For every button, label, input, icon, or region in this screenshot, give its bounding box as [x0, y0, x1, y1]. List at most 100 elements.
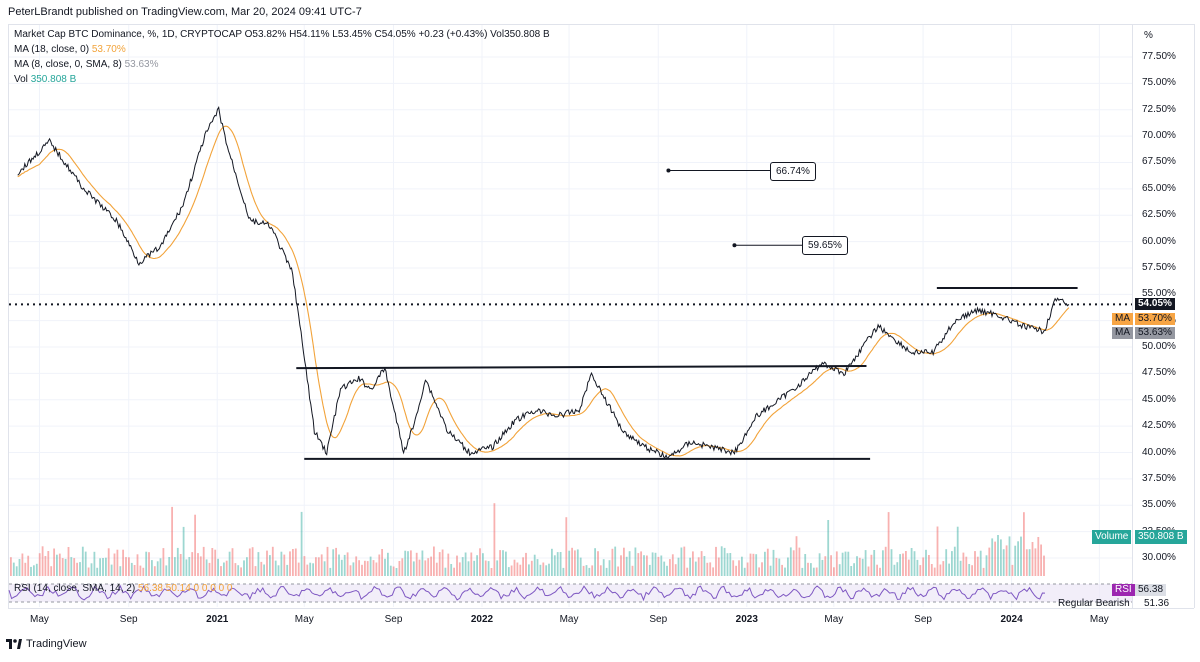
volume-bar	[795, 536, 798, 576]
frame-left	[8, 24, 9, 608]
volume-bar	[274, 560, 277, 576]
x-tick-label: May	[294, 614, 314, 625]
volume-bar	[542, 562, 545, 576]
volume-bar	[18, 559, 21, 576]
volume-legend-value: 350.808 B	[30, 74, 77, 85]
volume-bar	[787, 557, 789, 576]
volume-bar	[625, 556, 628, 576]
volume-bar	[519, 564, 522, 576]
callout-66-74[interactable]: 66.74%	[770, 162, 816, 181]
volume-bar	[27, 555, 30, 576]
time-scale-divider	[8, 608, 1194, 609]
volume-bar	[93, 551, 96, 576]
ma8-legend-name[interactable]: MA (8, close, 0, SMA, 8)	[14, 59, 122, 70]
volume-bar	[602, 559, 605, 576]
volume-bar	[335, 547, 337, 576]
volume-bar	[551, 548, 553, 576]
volume-bar	[139, 565, 142, 576]
volume-bar	[850, 566, 853, 576]
y-tick-label: 72.50%	[1142, 103, 1176, 115]
volume-bar	[113, 553, 116, 576]
volume-bar	[199, 556, 202, 576]
volume-bar	[191, 552, 194, 576]
volume-bar	[648, 564, 651, 576]
publisher-line: PeterLBrandt published on TradingView.co…	[8, 6, 362, 18]
volume-bar	[671, 554, 674, 576]
y-tick-label: 45.00%	[1142, 393, 1176, 405]
volume-bar	[464, 552, 467, 576]
volume-bar	[588, 567, 591, 576]
volume-bar	[812, 567, 815, 576]
volume-bar	[833, 567, 835, 576]
volume-bar	[110, 564, 113, 576]
volume-bar	[930, 564, 933, 576]
volume-bar	[151, 560, 153, 576]
x-tick-label: Sep	[649, 614, 668, 625]
callout-59-65[interactable]: 59.65%	[802, 236, 848, 255]
volume-bar	[853, 563, 855, 576]
volume-bar	[807, 562, 809, 576]
volume-bar	[1011, 564, 1014, 576]
volume-bar	[804, 554, 807, 576]
volume-bar	[605, 567, 608, 576]
symbol-name[interactable]: Market Cap BTC Dominance, %, 1D, CRYPTOC…	[14, 29, 242, 40]
volume-bar	[410, 550, 412, 576]
volume-bar	[651, 552, 654, 576]
volume-bar	[490, 568, 493, 576]
volume-bar	[507, 567, 510, 576]
volume-bar	[884, 546, 887, 576]
ma18-tag-value: 53.70%	[1135, 313, 1175, 325]
ma18-line	[17, 125, 1070, 457]
volume-bar	[1043, 555, 1045, 576]
volume-bar	[116, 549, 119, 576]
volume-bar	[329, 567, 332, 576]
last-price-tag: 54.05%	[1135, 298, 1175, 310]
volume-tag-key: Volume	[1092, 530, 1132, 544]
volume-bar	[620, 555, 622, 576]
volume-bar	[910, 548, 913, 576]
volume-bar	[576, 549, 579, 576]
volume-bar	[513, 559, 516, 576]
volume-bar	[320, 554, 323, 576]
volume-bar	[887, 512, 890, 576]
volume-bar	[582, 565, 585, 576]
volume-bar	[263, 564, 265, 576]
volume-bar	[148, 552, 150, 576]
volume-bar	[369, 556, 372, 576]
volume-bar	[64, 558, 67, 576]
volume-bar	[976, 556, 979, 576]
volume-bar	[487, 561, 490, 576]
scale-unit-label[interactable]: %	[1144, 30, 1153, 41]
volume-bar	[217, 558, 219, 576]
volume-bar	[185, 559, 188, 576]
tradingview-logo[interactable]: TradingView	[6, 638, 87, 650]
volume-bar	[761, 562, 763, 576]
volume-bar	[361, 564, 363, 576]
volume-bar	[631, 565, 634, 576]
volume-bar	[778, 558, 781, 576]
volume-bar	[516, 562, 519, 576]
volume-bar	[781, 564, 783, 576]
volume-bar	[694, 561, 697, 576]
volume-bar	[162, 548, 165, 576]
volume-bar	[919, 565, 922, 576]
volume-bar	[15, 566, 18, 576]
ma8-tag-key: MA	[1112, 327, 1133, 339]
volume-bar	[1025, 549, 1028, 576]
volume-bar	[643, 555, 645, 576]
volume-bar	[962, 552, 965, 576]
volume-legend-name[interactable]: Vol	[14, 74, 28, 85]
volume-bar	[905, 551, 907, 576]
volume-bar	[568, 550, 571, 576]
divergence-label: Regular Bearish	[1058, 598, 1130, 609]
volume-bar	[461, 557, 464, 576]
volume-bar	[12, 562, 15, 576]
volume-bar	[815, 567, 818, 576]
rsi-legend[interactable]: RSI (14, close, SMA, 14, 2) 56.38 50.14 …	[14, 583, 232, 594]
volume-bar	[447, 553, 450, 576]
volume-bar	[482, 553, 484, 576]
volume-bar	[79, 562, 81, 576]
volume-bar	[223, 562, 225, 576]
ma18-legend-name[interactable]: MA (18, close, 0)	[14, 44, 90, 55]
